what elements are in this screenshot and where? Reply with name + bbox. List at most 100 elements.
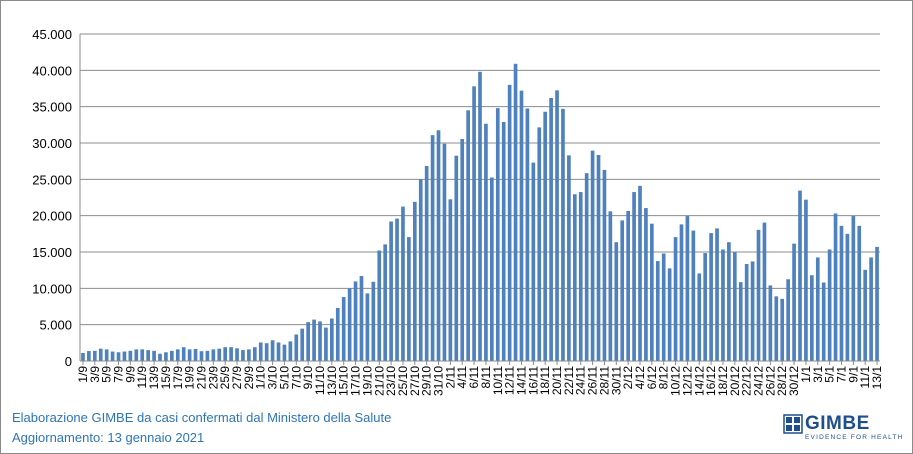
bar: [170, 350, 174, 361]
bar: [110, 351, 115, 361]
bar: [833, 213, 838, 361]
x-tick-label: 3/9: [88, 366, 102, 383]
bar: [484, 123, 488, 362]
bar: [401, 206, 405, 361]
bar: [738, 282, 743, 361]
x-tick-label: 14/12: [692, 366, 706, 396]
bar: [543, 111, 548, 361]
x-tick-label: 19/10: [360, 366, 374, 396]
bar: [638, 185, 642, 361]
bar: [294, 334, 299, 361]
bar: [679, 224, 684, 361]
bar: [507, 84, 512, 362]
bar: [330, 318, 334, 361]
x-tick-label: 13/10: [325, 366, 339, 396]
bars: [81, 63, 879, 362]
bar: [146, 350, 150, 361]
x-tick-label: 7/10: [289, 366, 303, 390]
bar: [341, 297, 346, 361]
x-tick-label: 7/1: [834, 366, 848, 383]
bar: [424, 166, 429, 361]
bar: [709, 233, 713, 361]
bar: [851, 216, 856, 361]
x-tick-label: 24/11: [574, 366, 588, 395]
bar: [762, 222, 767, 361]
x-tick-label: 3/10: [266, 366, 280, 390]
bar: [792, 243, 796, 361]
y-tick-label: 45.000: [32, 27, 72, 42]
y-tick-label: 40.000: [32, 63, 72, 78]
x-tick-label: 16/12: [704, 366, 718, 396]
bar: [857, 225, 862, 361]
x-tick-label: 5/1: [823, 366, 837, 383]
x-tick-label: 29/10: [420, 366, 434, 396]
x-tick-label: 25/10: [396, 366, 410, 396]
bar: [122, 351, 127, 361]
x-tick-label: 9/9: [123, 366, 137, 383]
gimbe-logo-icon: [783, 414, 803, 434]
bar: [715, 228, 719, 361]
x-tick-label: 11/1: [858, 366, 872, 389]
x-tick-label: 17/9: [171, 366, 185, 390]
bar: [412, 201, 417, 361]
x-tick-label: 11/10: [313, 366, 327, 395]
bar: [104, 349, 109, 361]
x-tick-label: 26/12: [763, 366, 777, 396]
y-tick-label: 30.000: [32, 136, 72, 151]
bar: [578, 192, 583, 361]
bar: [318, 321, 322, 361]
bar: [300, 328, 305, 361]
x-tick-label: 21/9: [194, 366, 208, 390]
bar: [158, 353, 162, 361]
x-tick-label: 7/9: [112, 366, 126, 383]
bar: [87, 351, 91, 361]
x-tick-label: 11/9: [135, 366, 149, 389]
bar: [199, 351, 204, 361]
bar: [561, 108, 565, 361]
x-axis-ticks: 1/93/95/97/99/911/913/915/917/919/921/92…: [76, 361, 884, 396]
x-tick-label: 5/10: [277, 366, 291, 390]
bar: [661, 253, 666, 361]
x-tick-label: 20/11: [550, 366, 564, 395]
x-tick-label: 23/9: [206, 366, 220, 390]
bar: [815, 257, 820, 361]
bar: [685, 216, 690, 361]
bar: [229, 347, 233, 361]
bar: [780, 298, 785, 361]
bar: [448, 199, 453, 361]
bar: [306, 322, 310, 361]
bar: [347, 288, 352, 361]
x-tick-label: 2/12: [621, 366, 635, 390]
x-tick-label: 28/12: [775, 366, 789, 396]
bar: [81, 353, 85, 361]
bar: [92, 350, 97, 361]
bar: [353, 281, 358, 361]
bar: [187, 349, 192, 361]
bar: [407, 237, 411, 361]
bar: [282, 344, 287, 361]
y-axis-ticks: 0 5.000 10.000 15.000 20.000 25.000 30.000 35.0…: [32, 27, 72, 369]
gimbe-logo-name: GIMBE: [805, 413, 870, 434]
x-tick-label: 30/11: [609, 366, 623, 395]
update-caption: Aggiornamento: 13 gennaio 2021: [12, 430, 205, 445]
bar: [152, 350, 156, 361]
bar: [732, 252, 737, 361]
bar: [774, 296, 779, 361]
bar: [371, 281, 376, 361]
bar: [525, 108, 530, 361]
bar: [567, 155, 571, 361]
bar: [430, 135, 435, 361]
bar: [804, 199, 808, 361]
bar: [495, 108, 500, 362]
bar: [395, 218, 399, 361]
bar: [691, 230, 696, 361]
x-tick-label: 9/1: [846, 366, 860, 383]
x-tick-label: 23/10: [384, 366, 398, 396]
bar: [667, 268, 672, 361]
bar: [241, 350, 245, 361]
x-tick-label: 27/9: [230, 366, 244, 390]
x-tick-label: 13/1: [870, 366, 884, 390]
x-tick-label: 10/11: [491, 366, 505, 395]
bar: [549, 97, 553, 361]
